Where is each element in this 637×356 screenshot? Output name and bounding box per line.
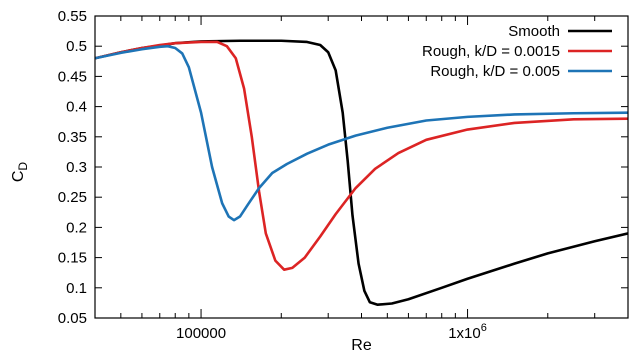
x-tick-label: 100000	[176, 325, 226, 342]
x-axis-label: Re	[351, 337, 372, 354]
x-tick-label-text: 100000	[176, 325, 226, 342]
y-tick-label: 0.05	[58, 310, 87, 327]
series-line-3	[95, 44, 628, 222]
legend-label: Rough, k/D = 0.0015	[422, 43, 560, 60]
y-axis-label-main: C	[10, 171, 27, 183]
y-axis-label-subscript: D	[16, 162, 30, 171]
y-tick-label: 0.2	[66, 219, 87, 236]
y-tick-label: 0.25	[58, 189, 87, 206]
y-tick-label: 0.1	[66, 280, 87, 297]
y-tick-label: 0.15	[58, 250, 87, 267]
y-tick-label: 0.35	[58, 129, 87, 146]
y-tick-label: 0.3	[66, 159, 87, 176]
y-tick-label: 0.45	[58, 68, 87, 85]
legend-label: Rough, k/D = 0.005	[430, 63, 560, 80]
y-axis-label: CD	[10, 162, 30, 183]
series-line-2	[95, 40, 628, 271]
legend: Smooth Rough, k/D = 0.0015 Rough, k/D = 0.…	[422, 23, 612, 80]
tick-layer: 0.05 0.1 0.15 0.2 0.25 0.3 0.35 0.4 0.45 0.5 0.55 1…	[58, 8, 629, 342]
series-layer	[95, 39, 628, 307]
x-tick-label: 1x106	[448, 322, 487, 342]
y-tick-label: 0.55	[58, 8, 87, 25]
series-line-1	[95, 39, 628, 307]
x-tick-label-exponent: 6	[481, 322, 487, 334]
legend-label: Smooth	[508, 23, 560, 40]
y-tick-label: 0.5	[66, 38, 87, 55]
x-tick-label-text: 1x10	[448, 325, 481, 342]
y-tick-label: 0.4	[66, 99, 87, 116]
